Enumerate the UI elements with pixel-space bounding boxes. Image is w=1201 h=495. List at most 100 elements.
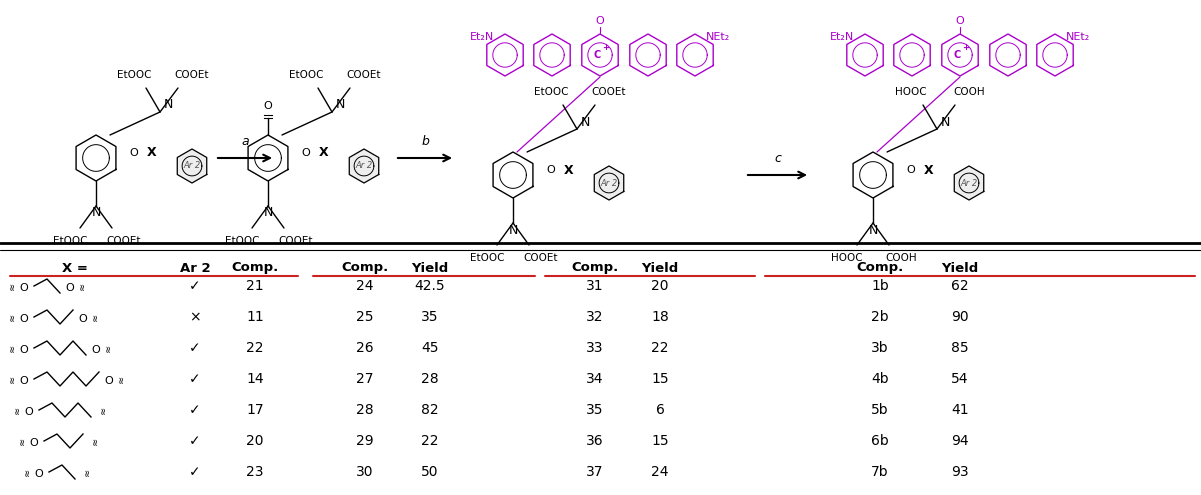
Text: 6: 6 [656,403,664,417]
Polygon shape [349,149,378,183]
Text: ✓: ✓ [190,341,201,355]
Text: 24: 24 [651,465,669,479]
Text: ≈: ≈ [98,406,108,414]
Text: ≈: ≈ [7,282,17,290]
Text: Ar 2: Ar 2 [180,261,210,275]
Text: 22: 22 [246,341,264,355]
Polygon shape [955,166,984,200]
Text: COOH: COOH [954,87,985,97]
Text: Yield: Yield [641,261,679,275]
Text: 2b: 2b [871,310,889,324]
Text: 20: 20 [651,279,669,293]
Text: EtOOC: EtOOC [470,253,504,263]
Text: Ar 2: Ar 2 [184,161,201,170]
Text: X: X [564,163,574,177]
Text: X: X [148,147,157,159]
Text: ≈: ≈ [12,406,22,414]
Text: 15: 15 [651,434,669,448]
Text: O: O [66,283,74,293]
Text: 41: 41 [951,403,969,417]
Text: NEt₂: NEt₂ [706,32,730,42]
Text: Yield: Yield [412,261,449,275]
Text: ✓: ✓ [190,372,201,386]
Text: O: O [19,376,29,386]
Text: ≈: ≈ [90,437,100,445]
Text: b: b [422,135,429,148]
Text: ≈: ≈ [90,313,100,321]
Polygon shape [178,149,207,183]
Text: 25: 25 [357,310,374,324]
Text: 6b: 6b [871,434,889,448]
Text: N: N [868,224,878,237]
Text: N: N [940,115,950,129]
Text: EtOOC: EtOOC [53,236,88,246]
Text: ✓: ✓ [190,403,201,417]
Polygon shape [594,166,623,200]
Text: O: O [301,148,310,158]
Text: O: O [264,101,273,111]
Text: 3b: 3b [871,341,889,355]
Text: ✓: ✓ [190,465,201,479]
Text: ✓: ✓ [190,434,201,448]
Text: COOEt: COOEt [592,87,626,97]
Text: N: N [163,99,173,111]
Text: 50: 50 [422,465,438,479]
Text: ✓: ✓ [190,279,201,293]
Text: Et₂N: Et₂N [830,32,854,42]
Text: O: O [104,376,113,386]
Text: 35: 35 [586,403,604,417]
Text: 17: 17 [246,403,264,417]
Text: O: O [19,314,29,324]
Text: N: N [335,99,345,111]
Text: O: O [78,314,88,324]
Text: 4b: 4b [871,372,889,386]
Text: EtOOC: EtOOC [116,70,151,80]
Text: 26: 26 [357,341,374,355]
Text: O: O [19,283,29,293]
Text: N: N [263,206,273,219]
Text: 22: 22 [422,434,438,448]
Text: C: C [593,50,600,60]
Text: Comp.: Comp. [856,261,903,275]
Text: O: O [25,407,34,417]
Text: 28: 28 [422,372,438,386]
Text: 5b: 5b [871,403,889,417]
Text: 62: 62 [951,279,969,293]
Text: O: O [30,438,38,448]
Text: 42.5: 42.5 [414,279,446,293]
Text: ≈: ≈ [22,468,32,476]
Text: X =: X = [62,261,88,275]
Text: 94: 94 [951,434,969,448]
Text: COOEt: COOEt [279,236,313,246]
Text: 24: 24 [357,279,374,293]
Text: Comp.: Comp. [341,261,389,275]
Text: Comp.: Comp. [232,261,279,275]
Text: O: O [907,165,915,175]
Text: ≈: ≈ [77,282,86,290]
Text: COOH: COOH [885,253,916,263]
Text: O: O [35,469,43,479]
Text: 11: 11 [246,310,264,324]
Text: c: c [775,152,781,165]
Text: O: O [19,345,29,355]
Text: 21: 21 [246,279,264,293]
Text: COOEt: COOEt [107,236,142,246]
Text: 82: 82 [422,403,438,417]
Text: ≈: ≈ [82,468,92,476]
Text: ×: × [190,310,201,324]
Text: ≈: ≈ [7,375,17,383]
Text: 90: 90 [951,310,969,324]
Text: 32: 32 [586,310,604,324]
Text: ≈: ≈ [103,344,113,352]
Text: O: O [596,16,604,26]
Text: HOOC: HOOC [831,253,862,263]
Text: 23: 23 [246,465,264,479]
Text: ≈: ≈ [7,344,17,352]
Text: 54: 54 [951,372,969,386]
Text: 1b: 1b [871,279,889,293]
Text: 18: 18 [651,310,669,324]
Text: O: O [546,165,555,175]
Text: Yield: Yield [942,261,979,275]
Text: X: X [925,163,934,177]
Text: 45: 45 [422,341,438,355]
